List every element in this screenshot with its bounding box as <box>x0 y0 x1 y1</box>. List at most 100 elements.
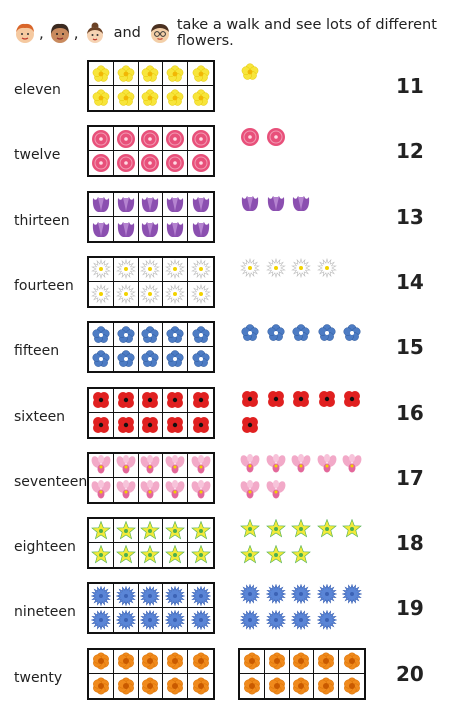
daisy-icon <box>315 256 339 280</box>
yellow-star-flower-icon <box>289 543 313 567</box>
ten-frame-cell <box>139 347 164 372</box>
ten-frame-cell <box>139 673 164 698</box>
pink-orchid-icon <box>165 455 185 475</box>
ten-frame <box>87 582 215 635</box>
boy-glasses-face-icon <box>149 22 171 44</box>
orange-marigold-icon <box>140 676 160 696</box>
ten-frame-cell <box>188 674 213 698</box>
ten-frame-cell <box>89 477 114 502</box>
blue-cornflower-icon <box>190 585 211 606</box>
number-word: eighteen <box>14 539 76 556</box>
orange-marigold-icon <box>316 676 336 696</box>
number-word: fourteen <box>14 277 74 294</box>
blue-forget-me-not-icon <box>264 321 288 345</box>
ten-frame-cell <box>188 323 213 348</box>
yellow-star-flower-icon <box>165 520 186 541</box>
ten-frame-cell <box>188 454 213 478</box>
red-poppy-icon <box>91 390 111 410</box>
yellow-star-flower-icon <box>238 543 262 567</box>
ten-frame-cell <box>113 127 139 152</box>
blue-cornflower-icon <box>190 610 211 631</box>
pink-flower-icon <box>91 153 111 173</box>
ten-frame-cell <box>114 347 139 372</box>
orange-marigold-icon <box>140 651 160 671</box>
purple-tulip-icon <box>191 219 211 239</box>
daisy-icon <box>190 283 211 304</box>
yellow-star-flower-icon <box>91 520 111 541</box>
ten-frame-cell <box>188 127 213 152</box>
orange-marigold-icon <box>316 651 336 671</box>
yellow-star-flower-icon <box>190 545 211 565</box>
red-poppy-icon <box>91 415 111 435</box>
orange-marigold-icon <box>91 676 111 696</box>
ten-frame-cell <box>163 519 189 544</box>
daisy-icon <box>140 259 161 280</box>
ten-frame-cell <box>265 673 290 698</box>
ten-frame-cell <box>163 347 189 372</box>
ten-frame-cell <box>89 673 114 698</box>
numeral: 17 <box>396 465 424 490</box>
numeral: 16 <box>396 400 424 425</box>
ten-frame-cell <box>89 649 114 674</box>
extra-flowers <box>238 517 378 573</box>
ten-frame-cell <box>188 151 213 175</box>
ten-frame-cell <box>163 388 189 413</box>
ten-frame-cell <box>113 519 139 544</box>
number-row: fifteen 15 <box>0 321 467 381</box>
blue-cornflower-icon <box>140 585 161 606</box>
number-word: sixteen <box>14 408 66 425</box>
ten-frame-cell <box>89 347 114 372</box>
ten-frame-cell <box>89 192 114 217</box>
blue-cornflower-icon <box>238 608 262 632</box>
ten-frame-cell <box>240 649 265 674</box>
blue-cornflower-icon <box>115 585 136 606</box>
blue-cornflower-icon <box>264 582 288 606</box>
yellow-star-flower-icon <box>315 517 339 541</box>
ten-frame-cell <box>139 543 164 568</box>
comma: , <box>73 24 79 42</box>
ten-frame-cell <box>138 192 164 217</box>
ten-frame-cell <box>114 477 139 502</box>
numeral: 20 <box>396 661 424 686</box>
ten-frame-cell <box>89 453 114 478</box>
extra-flowers <box>238 125 378 181</box>
header-sentence: take a walk and see lots of different fl… <box>176 17 437 49</box>
ten-frame-cell <box>139 412 164 437</box>
yellow-primrose-icon <box>116 88 136 108</box>
yellow-star-flower-icon <box>140 545 161 565</box>
ten-frame-cell <box>138 519 164 544</box>
ten-frame-cell <box>113 192 139 217</box>
blue-forget-me-not-icon <box>238 321 262 345</box>
daisy-icon <box>140 283 161 304</box>
purple-tulip-icon <box>116 194 136 214</box>
pink-flower-icon <box>238 125 262 149</box>
ten-frame-cell <box>113 62 139 86</box>
purple-tulip-icon <box>91 194 111 214</box>
pink-orchid-icon <box>315 452 339 476</box>
ten-frame <box>87 647 215 700</box>
yellow-star-flower-icon <box>238 517 262 541</box>
yellow-primrose-icon <box>91 64 111 84</box>
extra-flowers <box>238 256 378 312</box>
pink-flower-icon <box>116 129 136 149</box>
purple-tulip-icon <box>165 194 185 214</box>
numeral: 15 <box>396 335 424 360</box>
yellow-primrose-icon <box>165 88 185 108</box>
pink-flower-icon <box>191 153 211 173</box>
yellow-primrose-icon <box>191 88 211 108</box>
red-poppy-icon <box>238 413 262 437</box>
red-poppy-icon <box>238 387 262 411</box>
ten-frame-cell <box>138 257 164 282</box>
pink-orchid-icon <box>191 455 211 475</box>
daisy-icon <box>165 283 186 304</box>
number-row: seventeen 17 <box>0 451 467 512</box>
daisy-icon <box>289 256 313 280</box>
blue-forget-me-not-icon <box>140 325 160 345</box>
purple-tulip-icon <box>140 194 160 214</box>
yellow-primrose-icon <box>140 88 160 108</box>
ten-frame-cell <box>188 519 213 544</box>
blue-forget-me-not-icon <box>191 325 211 345</box>
ten-frame-cell <box>114 281 139 306</box>
orange-marigold-icon <box>165 651 185 671</box>
ten-frame-cell <box>188 347 213 371</box>
